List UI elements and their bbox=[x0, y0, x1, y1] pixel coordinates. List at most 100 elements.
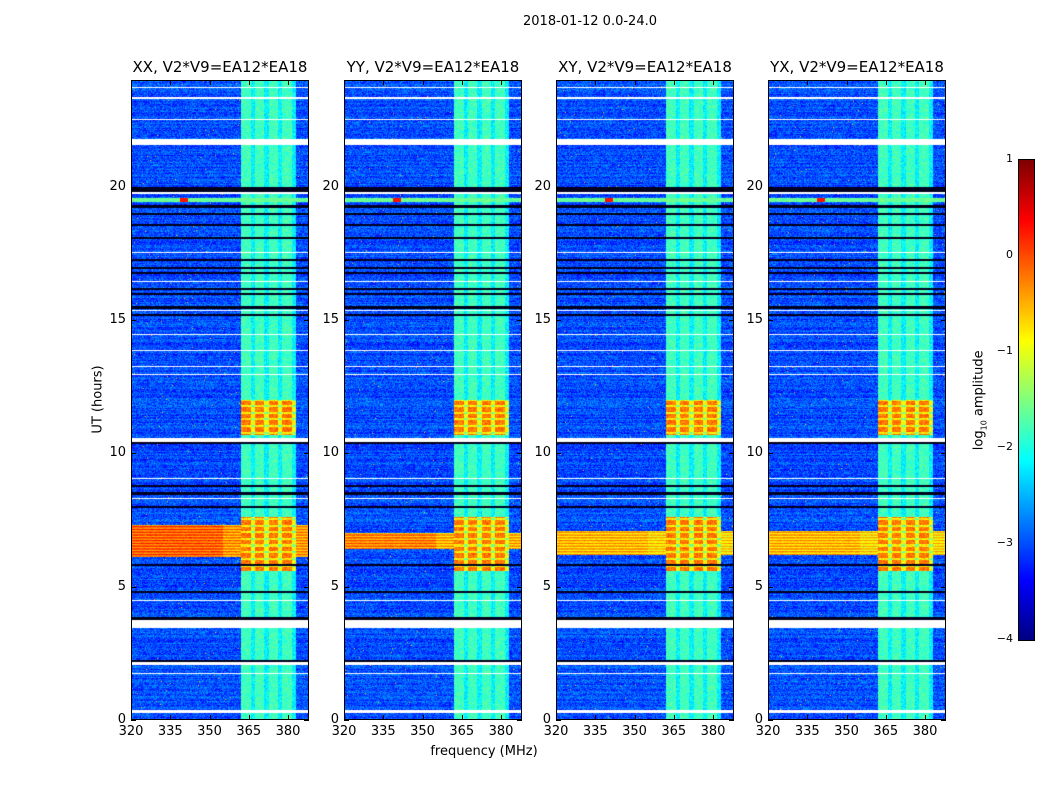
y-tick bbox=[556, 453, 561, 455]
y-tick-label: 15 bbox=[322, 312, 339, 327]
x-tick-label: 365 bbox=[661, 724, 687, 739]
x-tick bbox=[713, 715, 715, 720]
y-tick bbox=[517, 186, 522, 188]
y-tick bbox=[556, 586, 561, 588]
x-tick bbox=[288, 80, 290, 85]
x-tick bbox=[383, 80, 385, 85]
x-tick bbox=[344, 715, 345, 720]
y-tick bbox=[344, 186, 349, 188]
x-tick-label: 365 bbox=[449, 724, 475, 739]
y-tick-label: 5 bbox=[330, 578, 339, 594]
colorbar bbox=[1018, 159, 1035, 641]
y-tick bbox=[131, 586, 136, 588]
x-tick bbox=[885, 80, 887, 85]
spectrogram-image bbox=[345, 81, 521, 719]
x-tick bbox=[634, 80, 636, 85]
y-tick bbox=[517, 586, 522, 588]
x-tick bbox=[556, 715, 557, 720]
y-tick bbox=[344, 586, 349, 588]
x-tick bbox=[461, 80, 463, 85]
y-tick-label: 5 bbox=[754, 578, 763, 594]
x-tick bbox=[170, 715, 172, 720]
x-axis-label: frequency (MHz) bbox=[430, 744, 538, 759]
y-tick-label: 15 bbox=[109, 312, 126, 327]
y-tick bbox=[768, 186, 773, 188]
y-tick bbox=[556, 720, 561, 721]
y-tick bbox=[304, 186, 309, 188]
y-tick-label: 0 bbox=[754, 712, 763, 727]
y-tick bbox=[517, 453, 522, 455]
x-tick-label: 335 bbox=[794, 724, 820, 739]
y-tick-label: 5 bbox=[542, 578, 551, 594]
x-tick-label: 380 bbox=[700, 724, 726, 739]
x-tick bbox=[383, 715, 385, 720]
y-tick bbox=[941, 720, 946, 721]
y-tick-label: 10 bbox=[109, 445, 126, 461]
x-tick bbox=[925, 715, 927, 720]
x-tick bbox=[422, 80, 424, 85]
y-tick bbox=[768, 453, 773, 455]
y-tick-label: 15 bbox=[746, 312, 763, 327]
x-tick bbox=[170, 80, 172, 85]
spectrogram-panel bbox=[556, 80, 734, 720]
spectrogram-image bbox=[557, 81, 733, 719]
spectrogram-image bbox=[769, 81, 945, 719]
y-tick bbox=[729, 586, 734, 588]
y-tick bbox=[131, 720, 136, 721]
x-tick-label: 320 bbox=[118, 724, 144, 739]
x-tick-label: 320 bbox=[331, 724, 357, 739]
x-tick bbox=[768, 715, 769, 720]
y-tick-label: 0 bbox=[542, 712, 551, 727]
x-tick bbox=[807, 80, 809, 85]
y-tick bbox=[729, 186, 734, 188]
y-tick bbox=[344, 320, 349, 321]
y-tick-label: 10 bbox=[322, 445, 339, 461]
x-tick-label: 380 bbox=[275, 724, 301, 739]
x-tick bbox=[209, 715, 211, 720]
y-tick-label: 10 bbox=[534, 445, 551, 461]
x-tick bbox=[422, 715, 424, 720]
colorbar-tick-label: 1 bbox=[1006, 152, 1013, 165]
y-tick bbox=[941, 586, 946, 588]
y-tick bbox=[941, 186, 946, 188]
x-tick bbox=[713, 80, 715, 85]
x-tick-label: 335 bbox=[370, 724, 396, 739]
x-tick bbox=[846, 715, 848, 720]
y-tick bbox=[556, 186, 561, 188]
x-tick bbox=[885, 715, 887, 720]
colorbar-tick-label: −2 bbox=[996, 440, 1013, 453]
y-tick-label: 10 bbox=[746, 445, 763, 461]
x-tick bbox=[501, 715, 503, 720]
x-tick bbox=[344, 80, 345, 85]
x-tick bbox=[595, 80, 597, 85]
colorbar-tick-label: −4 bbox=[996, 632, 1013, 645]
y-tick bbox=[304, 453, 309, 455]
x-tick-label: 335 bbox=[582, 724, 608, 739]
figure-title: 2018-01-12 0.0-24.0 bbox=[523, 14, 657, 29]
y-tick bbox=[304, 586, 309, 588]
x-tick-label: 335 bbox=[157, 724, 183, 739]
y-tick bbox=[131, 453, 136, 455]
x-tick bbox=[673, 80, 675, 85]
y-tick bbox=[768, 720, 773, 721]
panel-title: XY, V2*V9=EA12*EA18 bbox=[558, 58, 732, 76]
y-tick bbox=[729, 453, 734, 455]
x-tick-label: 320 bbox=[543, 724, 569, 739]
y-tick bbox=[304, 720, 309, 721]
x-tick bbox=[634, 715, 636, 720]
x-tick bbox=[501, 80, 503, 85]
x-tick bbox=[288, 715, 290, 720]
x-tick bbox=[846, 80, 848, 85]
colorbar-tick-label: −3 bbox=[996, 536, 1013, 549]
x-tick bbox=[131, 80, 132, 85]
y-tick bbox=[344, 720, 349, 721]
spectrogram-panel bbox=[344, 80, 522, 720]
x-tick bbox=[248, 715, 250, 720]
x-tick-label: 350 bbox=[410, 724, 435, 739]
spectrogram-image bbox=[132, 81, 308, 719]
y-tick bbox=[304, 320, 309, 321]
x-tick bbox=[556, 80, 557, 85]
colorbar-gradient bbox=[1019, 160, 1034, 640]
y-axis-label: UT (hours) bbox=[90, 365, 106, 434]
x-tick-label: 365 bbox=[236, 724, 262, 739]
